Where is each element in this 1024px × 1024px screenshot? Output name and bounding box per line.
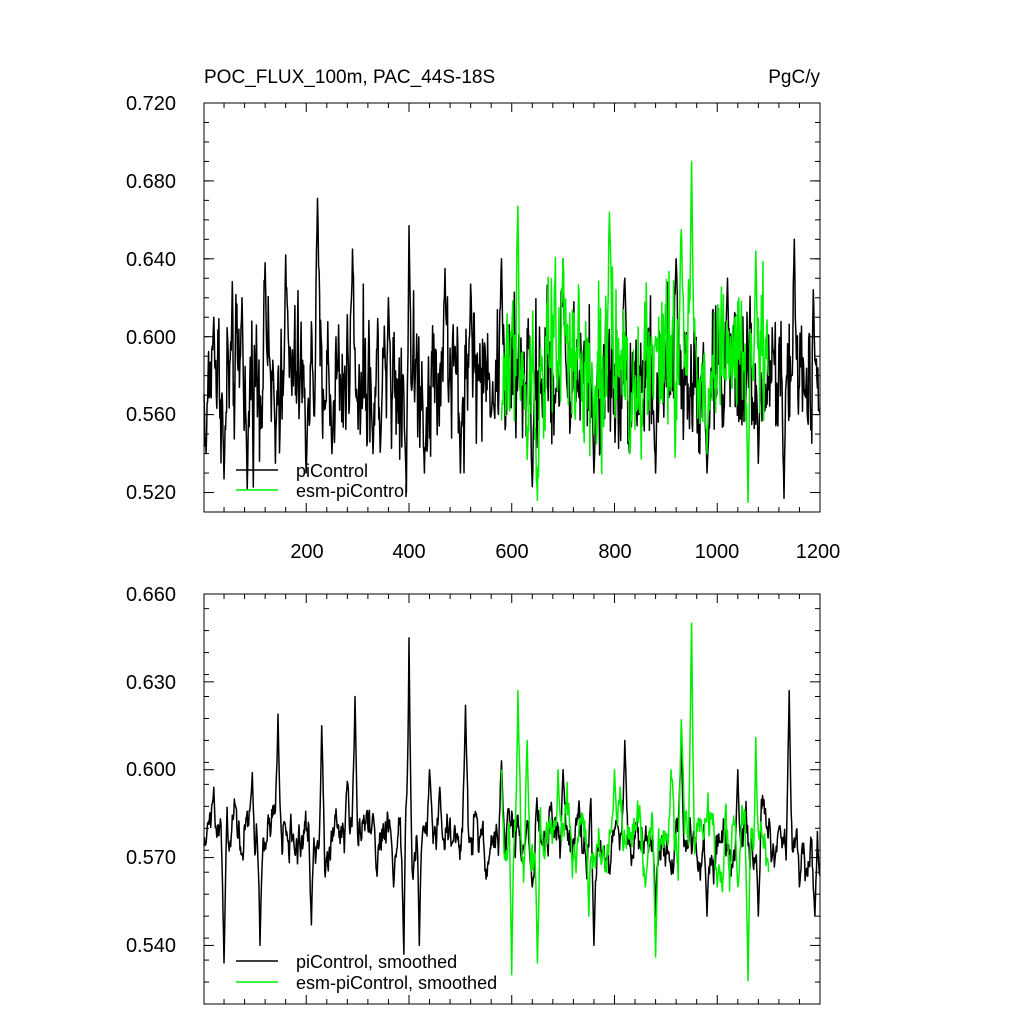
y-tick-label: 0.570 [126, 847, 176, 869]
y-tick-label: 0.680 [126, 171, 176, 193]
y-tick-label: 0.660 [126, 584, 176, 606]
y-tick-label: 0.540 [126, 935, 176, 957]
top-chart-legend: piControl esm-piControl [236, 461, 408, 501]
top-chart-plot-area [203, 102, 821, 513]
bottom-chart-ticks [204, 593, 821, 1005]
bottom-chart: 0.660 0.630 0.600 0.570 0.540 piControl,… [126, 584, 821, 1005]
x-tick-label: 400 [392, 541, 425, 563]
top-chart-series [203, 160, 821, 504]
legend-label-esm-picontrol: esm-piControl [296, 481, 408, 501]
legend-label-picontrol: piControl [296, 461, 368, 481]
top-series-line-esm-picontrol [500, 160, 770, 504]
y-tick-label: 0.520 [126, 482, 176, 504]
legend-label-esm-picontrol-smoothed: esm-piControl, smoothed [296, 973, 497, 993]
top-chart-y-tick-labels: 0.720 0.680 0.640 0.600 0.560 0.520 [126, 93, 176, 504]
legend-label-picontrol-smoothed: piControl, smoothed [296, 952, 457, 972]
x-tick-label: 1000 [695, 541, 740, 563]
bottom-series-line-picontrol [203, 637, 821, 964]
y-tick-label: 0.600 [126, 327, 176, 349]
x-tick-label: 200 [290, 541, 323, 563]
y-tick-label: 0.600 [126, 759, 176, 781]
y-tick-label: 0.640 [126, 249, 176, 271]
y-tick-label: 0.560 [126, 404, 176, 426]
top-chart-x-tick-labels: 200 400 600 800 1000 1200 [290, 541, 840, 563]
x-tick-label: 1200 [796, 541, 841, 563]
bottom-chart-legend: piControl, smoothed esm-piControl, smoot… [236, 952, 497, 993]
x-tick-label: 800 [598, 541, 631, 563]
x-tick-label: 600 [495, 541, 528, 563]
bottom-chart-plot-area [203, 593, 821, 1005]
y-tick-label: 0.720 [126, 93, 176, 115]
top-chart-title: POC_FLUX_100m, PAC_44S-18S [204, 67, 495, 88]
top-chart: POC_FLUX_100m, PAC_44S-18S PgC/y 0.720 0… [126, 67, 840, 563]
y-tick-label: 0.630 [126, 672, 176, 694]
bottom-series-line-esm-picontrol [500, 622, 770, 982]
bottom-chart-y-tick-labels: 0.660 0.630 0.600 0.570 0.540 [126, 584, 176, 957]
bottom-chart-series [203, 622, 821, 982]
top-chart-units: PgC/y [768, 67, 820, 88]
